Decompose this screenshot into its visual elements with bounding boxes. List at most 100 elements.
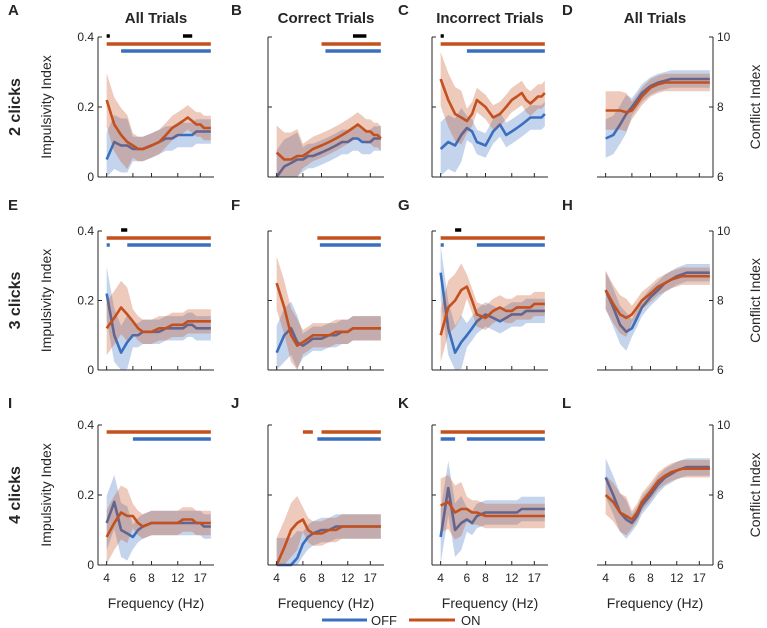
- y-tick-label: 0: [87, 170, 94, 184]
- x-tick-label: 6: [464, 571, 471, 585]
- y-tick-label: 6: [717, 170, 724, 184]
- panel-g: G: [398, 197, 548, 371]
- y-tick-label: 10: [717, 418, 731, 432]
- x-tick-label: 4: [103, 571, 110, 585]
- off-error-band: [440, 245, 545, 370]
- x-tick-label: 8: [647, 571, 654, 585]
- panel-a: A 0 0.2 0.4 Impulsivity Index: [8, 2, 214, 184]
- on-series-line: [275, 282, 381, 347]
- column-title: All Trials: [624, 10, 687, 27]
- x-tick-label: 12: [341, 571, 355, 585]
- on-series-line: [439, 285, 545, 336]
- legend: OFF ON: [322, 613, 481, 628]
- on-series-line: [439, 78, 546, 123]
- on-error-band: [276, 256, 381, 370]
- y-tick-label: 0.4: [77, 418, 94, 432]
- off-series-line: [439, 486, 545, 538]
- on-series-line: [275, 123, 382, 161]
- on-error-band: [106, 73, 211, 169]
- y-axis-label: Impulsivity Index: [38, 443, 54, 546]
- x-tick-label: 17: [364, 571, 378, 585]
- y-tick-label: 0: [87, 558, 94, 572]
- on-error-band: [276, 112, 381, 177]
- x-axis-label: Frequency (Hz): [278, 595, 374, 611]
- legend-on-label: ON: [461, 613, 481, 628]
- x-tick-label: 6: [629, 571, 636, 585]
- off-series-line: [275, 137, 381, 178]
- panel-h: H 6 8 10 Conflict Index: [562, 197, 763, 377]
- panel-k: K 4 6 8 12 17 Frequency (Hz): [398, 395, 548, 611]
- panel-j: J 4 6 8 12 17 Frequency (Hz): [231, 395, 384, 611]
- y-tick-label: 0: [87, 363, 94, 377]
- on-series-line: [275, 518, 381, 566]
- panel-letter: B: [231, 2, 242, 19]
- y-tick-label: 8: [717, 488, 724, 502]
- row-label: 2 clicks: [7, 78, 24, 136]
- on-error-band: [106, 485, 211, 564]
- row-label: 4 clicks: [7, 466, 24, 524]
- panel-c: C: [398, 2, 548, 178]
- y-axis-label: Impulsivity Index: [38, 249, 54, 352]
- y-tick-label: 0.4: [77, 224, 94, 238]
- panel-letter: L: [562, 395, 571, 412]
- x-tick-label: 6: [300, 571, 307, 585]
- y-axis-label-right: Conflict Index: [747, 453, 763, 538]
- y-tick-label: 10: [717, 224, 731, 238]
- y-axis-label-right: Conflict Index: [747, 65, 763, 150]
- panel-letter: K: [398, 395, 409, 412]
- x-tick-label: 6: [130, 571, 137, 585]
- on-series-line: [105, 511, 211, 538]
- panel-letter: G: [398, 197, 410, 214]
- x-axis-label: Frequency (Hz): [607, 595, 703, 611]
- on-series-line: [605, 81, 710, 114]
- y-tick-label: 0.4: [77, 30, 94, 44]
- y-axis-label: Impulsivity Index: [38, 55, 54, 158]
- x-tick-label: 8: [482, 571, 489, 585]
- panel-f: F: [231, 197, 384, 371]
- panel-i: I 0 0.2 0.4 4 6 8 12 17 Impulsivity Index Frequenc…: [8, 395, 214, 611]
- x-tick-label: 17: [693, 571, 707, 585]
- panel-letter: H: [562, 197, 573, 214]
- panel-b: B: [231, 2, 384, 178]
- x-tick-label: 12: [670, 571, 684, 585]
- panel-letter: J: [231, 395, 239, 412]
- panel-letter: F: [231, 197, 240, 214]
- off-series-line: [604, 465, 710, 525]
- on-error-band: [605, 460, 710, 536]
- x-tick-label: 17: [528, 571, 542, 585]
- y-tick-label: 10: [717, 30, 731, 44]
- panel-letter: E: [8, 197, 18, 214]
- x-tick-label: 12: [505, 571, 519, 585]
- y-tick-label: 0.2: [77, 294, 94, 308]
- column-title: All Trials: [125, 10, 188, 27]
- y-tick-label: 8: [717, 294, 724, 308]
- x-axis-label: Frequency (Hz): [442, 595, 538, 611]
- y-tick-label: 6: [717, 558, 724, 572]
- on-error-band: [605, 73, 710, 132]
- row-label: 3 clicks: [7, 271, 24, 329]
- panel-d: D 6 8 10 Conflict Index: [562, 2, 763, 184]
- x-tick-label: 17: [194, 571, 208, 585]
- x-tick-label: 8: [148, 571, 155, 585]
- y-tick-label: 0.2: [77, 488, 94, 502]
- panel-letter: C: [398, 2, 409, 19]
- on-series-line: [105, 99, 211, 151]
- panel-letter: A: [8, 2, 19, 19]
- off-series-line: [439, 272, 545, 354]
- off-error-band: [106, 475, 211, 561]
- on-error-band: [440, 475, 545, 540]
- x-axis-label: Frequency (Hz): [108, 595, 204, 611]
- y-tick-label: 6: [717, 363, 724, 377]
- legend-off-label: OFF: [371, 613, 397, 628]
- y-tick-label: 0.2: [77, 100, 94, 114]
- on-series-line: [604, 467, 710, 521]
- off-series-line: [439, 113, 546, 150]
- panel-letter: D: [562, 2, 573, 19]
- on-series-line: [604, 274, 710, 320]
- on-series-line: [440, 500, 545, 518]
- column-title: Correct Trials: [278, 10, 375, 27]
- x-tick-label: 4: [273, 571, 280, 585]
- x-tick-label: 8: [318, 571, 325, 585]
- off-error-band: [106, 115, 211, 177]
